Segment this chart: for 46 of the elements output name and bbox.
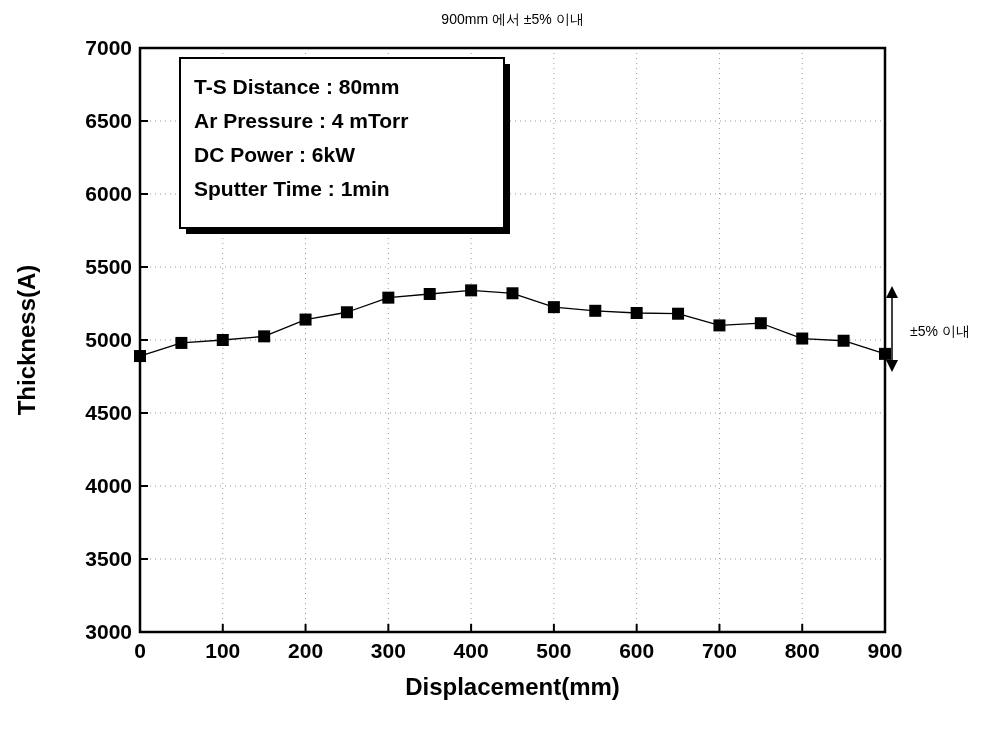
x-tick-label: 400 bbox=[453, 639, 489, 662]
x-tick-label: 200 bbox=[288, 639, 324, 662]
point bbox=[589, 304, 602, 317]
y-axis-title: Thickness(A) bbox=[13, 264, 40, 416]
y-tick-label: 7000 bbox=[85, 36, 132, 59]
y-tick-label: 3000 bbox=[85, 620, 132, 643]
point bbox=[796, 332, 809, 345]
x-tick-label: 900 bbox=[867, 639, 903, 662]
x-axis-title: Displacement(mm) bbox=[405, 673, 620, 700]
y-tick-label: 4500 bbox=[85, 401, 132, 424]
point bbox=[423, 288, 436, 301]
point bbox=[713, 319, 726, 332]
y-tick-label: 4000 bbox=[85, 474, 132, 497]
point bbox=[465, 284, 478, 297]
point bbox=[134, 350, 146, 363]
point bbox=[547, 301, 560, 314]
x-tick-label: 700 bbox=[701, 639, 737, 662]
point bbox=[879, 347, 891, 360]
x-tick-label: 100 bbox=[205, 639, 241, 662]
x-tick-label: 500 bbox=[536, 639, 572, 662]
x-tick-label: 300 bbox=[370, 639, 406, 662]
y-tick-label: 5000 bbox=[85, 328, 132, 351]
point bbox=[175, 336, 188, 349]
point bbox=[216, 334, 229, 346]
annotation: Sputter Time : 1min bbox=[194, 177, 390, 200]
text: ±5% 이내 bbox=[910, 323, 970, 339]
x-tick-label: 600 bbox=[619, 639, 655, 662]
point bbox=[340, 306, 353, 319]
annotation: DC Power : 6kW bbox=[194, 143, 356, 166]
point bbox=[258, 330, 271, 343]
x-tick-label: 800 bbox=[784, 639, 820, 662]
point bbox=[837, 334, 850, 347]
annotation: T-S Distance : 80mm bbox=[194, 75, 400, 98]
y-tick-label: 6500 bbox=[85, 109, 132, 132]
chart-title: 900mm 에서 ±5% 이내 bbox=[441, 11, 584, 27]
point bbox=[299, 313, 312, 326]
y-tick-label: 3500 bbox=[85, 547, 132, 570]
point bbox=[630, 306, 643, 319]
y-tick-label: 5500 bbox=[85, 255, 132, 278]
annotation: Ar Pressure : 4 mTorr bbox=[194, 109, 409, 132]
x-tick-label: 0 bbox=[134, 639, 146, 662]
point bbox=[754, 317, 767, 330]
y-tick-label: 6000 bbox=[85, 182, 132, 205]
point bbox=[672, 307, 685, 320]
point bbox=[382, 291, 395, 304]
point bbox=[506, 287, 519, 300]
